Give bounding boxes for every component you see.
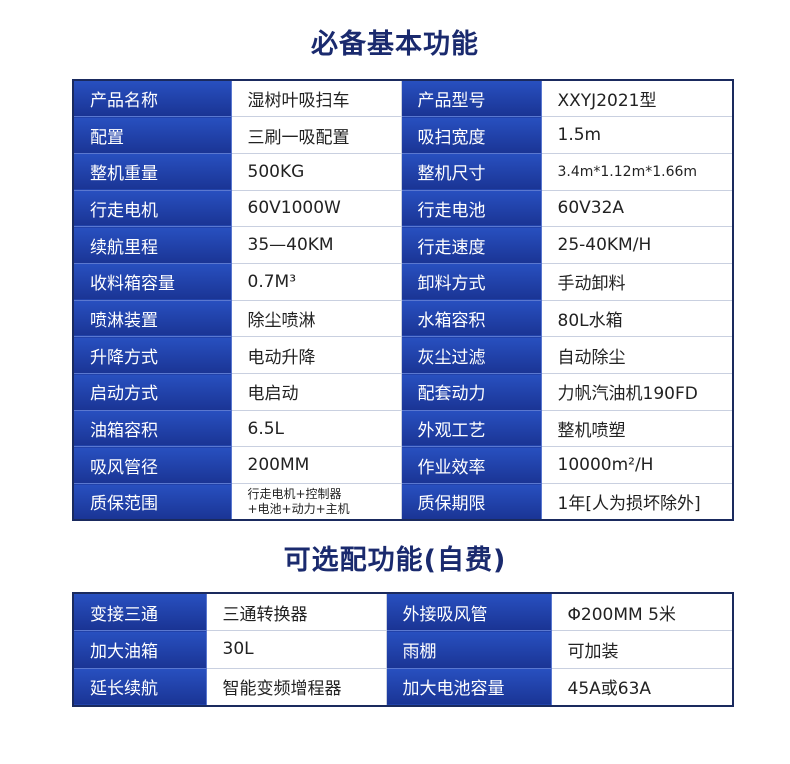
- field-label: 续航里程: [72, 226, 232, 264]
- field-label: 行走电机: [72, 189, 232, 228]
- option-table: 变接三通 三通转换器 外接吸风管 Φ200MM 5米 加大油箱 30L 雨棚 可加装 延长续航智…: [72, 592, 734, 707]
- table-row: 变接三通 三通转换器 外接吸风管 Φ200MM 5米: [72, 592, 734, 631]
- field-label: 喷淋装置: [72, 299, 232, 338]
- spec-table: 产品名称 湿树叶吸扫车 产品型号 XXYJ2021型 配置 三刷一吸配置 吸扫宽度 1.5m 整…: [72, 79, 734, 522]
- field-label: 吸扫宽度: [400, 116, 542, 154]
- field-label: 吸风管径: [72, 446, 232, 485]
- field-value: 三刷一吸配置: [230, 116, 402, 154]
- value-line: 行走电机+控制器: [247, 486, 342, 501]
- field-label: 外观工艺: [400, 409, 542, 448]
- table-row: 配置 三刷一吸配置 吸扫宽度 1.5m: [72, 116, 734, 154]
- field-value: 1年[人为损坏除外]: [540, 483, 734, 521]
- field-value: 1.5m: [540, 116, 734, 154]
- field-label: 配套动力: [400, 373, 542, 411]
- table-row: 续航里程 35—40KM 行走速度 25-40KM/H: [72, 226, 734, 264]
- section-title: 可选配功能(自费): [283, 545, 507, 576]
- field-label: 启动方式: [72, 373, 232, 411]
- field-value: 3.4m*1.12m*1.66m: [540, 152, 734, 191]
- field-value: 45A或63A: [550, 667, 734, 706]
- field-value: 可加装: [550, 630, 734, 669]
- field-label: 整机重量: [72, 152, 232, 191]
- field-value: 6.5L: [230, 409, 402, 448]
- field-label: 行走速度: [400, 226, 542, 264]
- field-value: 10000m²/H: [540, 446, 734, 485]
- field-label: 升降方式: [72, 336, 232, 374]
- field-label: 水箱容积: [400, 299, 542, 338]
- table-row: 延长续航 智能变频增程器 加大电池容量 45A或63A: [72, 667, 734, 706]
- field-value: 25-40KM/H: [540, 226, 734, 264]
- field-label: 雨棚: [385, 630, 552, 669]
- table-row: 吸风管径 200MM 作业效率 10000m²/H: [72, 446, 734, 485]
- field-value: 80L水箱: [540, 299, 734, 338]
- field-label: 卸料方式: [400, 262, 542, 301]
- field-label: 行走电池: [400, 189, 542, 228]
- field-value: 除尘喷淋: [230, 299, 402, 338]
- table-row: 收料箱容量 0.7M³ 卸料方式 手动卸料: [72, 262, 734, 301]
- field-value: 湿树叶吸扫车: [230, 79, 402, 118]
- field-label: 变接三通: [72, 592, 207, 631]
- field-label: 收料箱容量: [72, 262, 232, 301]
- table-row: 启动方式 电启动 配套动力 力帆汽油机190FD: [72, 373, 734, 411]
- field-label: 加大油箱: [72, 630, 207, 669]
- field-value: 35—40KM: [230, 226, 402, 264]
- field-value: 整机喷塑: [540, 409, 734, 448]
- field-value: 电动升降: [230, 336, 402, 374]
- field-label: 延长续航: [72, 667, 207, 706]
- table-row: 整机重量 500KG 整机尺寸 3.4m*1.12m*1.66m: [72, 152, 734, 191]
- section-title: 必备基本功能: [311, 29, 479, 60]
- field-value: 200MM: [230, 446, 402, 485]
- field-value: 三通转换器: [205, 592, 387, 631]
- field-value: 500KG: [230, 152, 402, 191]
- field-label: 产品型号: [400, 79, 542, 118]
- field-label: 油箱容积: [72, 409, 232, 448]
- field-label: 产品名称: [72, 79, 232, 118]
- table-row: 质保范围 行走电机+控制器 +电池+动力+主机 质保期限 1年[人为损坏除外]: [72, 483, 734, 521]
- field-label: 加大电池容量: [385, 667, 552, 706]
- value-line: +电池+动力+主机: [247, 501, 350, 516]
- table-row: 升降方式 电动升降 灰尘过滤 自动除尘: [72, 336, 734, 374]
- table-row: 产品名称 湿树叶吸扫车 产品型号 XXYJ2021型: [72, 79, 734, 118]
- field-value: 60V32A: [540, 189, 734, 228]
- field-label: 外接吸风管: [385, 592, 552, 631]
- field-value: Φ200MM 5米: [550, 592, 734, 631]
- field-value: 30L: [205, 630, 387, 669]
- table-row: 喷淋装置 除尘喷淋 水箱容积 80L水箱: [72, 299, 734, 338]
- field-label: 质保期限: [400, 483, 542, 521]
- field-label: 作业效率: [400, 446, 542, 485]
- field-label: 配置: [72, 116, 232, 154]
- field-value: 智能变频增程器: [205, 667, 387, 706]
- field-label: 整机尺寸: [400, 152, 542, 191]
- table-row: 油箱容积 6.5L 外观工艺 整机喷塑: [72, 409, 734, 448]
- field-value: XXYJ2021型: [540, 79, 734, 118]
- field-value: 自动除尘: [540, 336, 734, 374]
- field-value: 力帆汽油机190FD: [540, 373, 734, 411]
- field-value: 电启动: [230, 373, 402, 411]
- field-value: 行走电机+控制器 +电池+动力+主机: [230, 483, 402, 521]
- field-label: 灰尘过滤: [400, 336, 542, 374]
- field-value: 60V1000W: [230, 189, 402, 228]
- field-label: 质保范围: [72, 483, 232, 521]
- table-row: 加大油箱 30L 雨棚 可加装: [72, 630, 734, 669]
- table-row: 行走电机 60V1000W 行走电池 60V32A: [72, 189, 734, 228]
- field-value: 0.7M³: [230, 262, 402, 301]
- field-value: 手动卸料: [540, 262, 734, 301]
